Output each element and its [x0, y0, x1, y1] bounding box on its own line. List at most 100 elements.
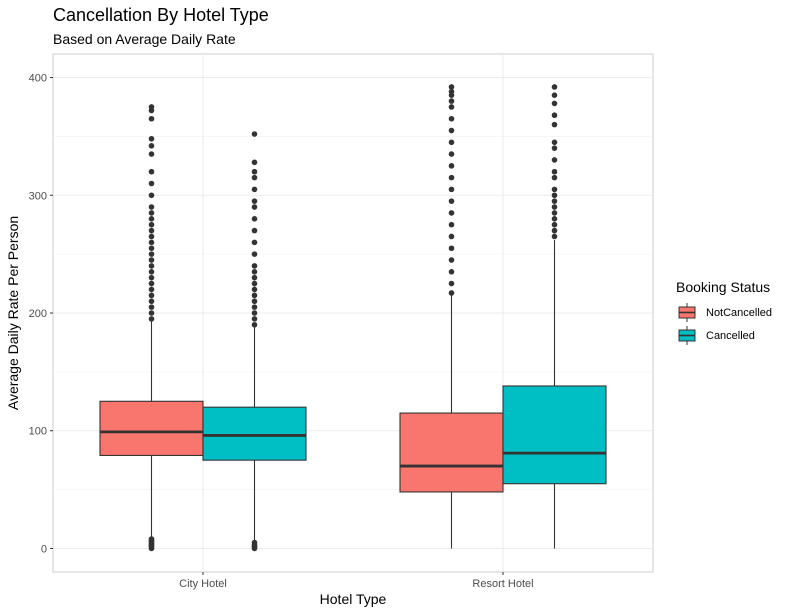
outlier-point [251, 268, 258, 275]
legend-key-Cancelled [678, 326, 696, 345]
outlier-point [551, 198, 558, 204]
outlier-point [148, 204, 155, 210]
outlier-point [551, 168, 558, 175]
outlier-point [251, 131, 258, 137]
outlier-point [251, 310, 258, 316]
outlier-point [148, 151, 155, 157]
outlier-point [551, 204, 558, 210]
outlier-point [448, 115, 455, 122]
outlier-point [251, 274, 258, 281]
outlier-point [448, 245, 455, 252]
outlier-point [448, 268, 455, 275]
outlier-point [148, 316, 155, 322]
outlier-point [251, 216, 258, 222]
legend-title: Booking Status [676, 279, 770, 295]
outlier-point [148, 263, 155, 269]
outlier-point [251, 251, 258, 257]
legend: Booking Status NotCancelled Cancelled [676, 279, 772, 345]
outlier-point [551, 92, 558, 99]
outlier-point [551, 186, 558, 193]
y-axis-title: Average Daily Rate Per Person [5, 216, 21, 410]
outlier-point [148, 245, 155, 252]
x-tick-label: Resort Hotel [472, 578, 533, 590]
outlier-point [448, 221, 455, 228]
outlier-point [251, 168, 258, 175]
outlier-point [551, 216, 558, 222]
outlier-point [251, 304, 258, 310]
outlier-point [148, 304, 155, 310]
outlier-point [448, 198, 455, 204]
outlier-point [551, 227, 558, 234]
legend-key-NotCancelled [678, 303, 696, 322]
y-tick-label: 100 [29, 426, 47, 438]
outlier-point [148, 143, 155, 149]
outlier-point [551, 84, 558, 90]
outlier-point [148, 210, 155, 216]
outlier-point [251, 321, 258, 328]
outlier-point [448, 290, 455, 296]
outlier-point [148, 192, 155, 199]
outlier-point [551, 192, 558, 199]
outlier-point [148, 115, 155, 122]
outlier-point [251, 286, 258, 293]
outlier-point [448, 257, 455, 263]
outlier-point [148, 221, 155, 228]
box-Cancelled-City-Hotel [202, 131, 307, 552]
outlier-point [251, 263, 258, 269]
y-axis: 0 100 200 300 400 [29, 73, 53, 555]
outlier-point [448, 151, 455, 157]
outlier-point [148, 104, 155, 110]
outlier-point [251, 204, 258, 210]
outlier-point [251, 159, 258, 166]
outlier-point [251, 280, 258, 287]
outlier-point [148, 257, 155, 263]
legend-label: NotCancelled [706, 307, 772, 319]
box-NotCancelled-City-Hotel [99, 104, 204, 552]
y-tick-label: 400 [29, 73, 47, 85]
outlier-point [551, 145, 558, 151]
box-Cancelled-Resort-Hotel [502, 84, 607, 549]
outlier-point [148, 239, 155, 246]
outlier-point [551, 157, 558, 163]
y-tick-label: 300 [29, 190, 47, 202]
outlier-point [251, 298, 258, 305]
outlier-point [148, 536, 155, 542]
outlier-point [148, 298, 155, 305]
box-iqr [399, 412, 504, 493]
outlier-point [448, 233, 455, 240]
outlier-point [148, 274, 155, 281]
outlier-point [148, 135, 155, 142]
outlier-point [148, 227, 155, 234]
outlier-point [551, 139, 558, 146]
box-iqr [99, 400, 204, 456]
x-axis: City Hotel Resort Hotel [179, 572, 534, 590]
outlier-point [148, 180, 155, 187]
outlier-point [251, 292, 258, 299]
outlier-point [148, 286, 155, 293]
outlier-point [251, 174, 258, 181]
outlier-point [148, 268, 155, 275]
outlier-point [251, 227, 258, 234]
outlier-point [148, 216, 155, 222]
outlier-point [448, 88, 455, 95]
outlier-point [148, 251, 155, 257]
x-tick-label: City Hotel [179, 578, 227, 590]
outlier-point [448, 139, 455, 146]
outlier-point [551, 121, 558, 128]
outlier-point [251, 198, 258, 204]
outlier-point [551, 210, 558, 216]
outlier-point [448, 174, 455, 181]
box-iqr [202, 406, 307, 461]
y-tick-label: 200 [29, 308, 47, 320]
outlier-point [551, 112, 558, 119]
outlier-point [448, 163, 455, 169]
chart-title: Cancellation By Hotel Type [53, 5, 269, 25]
outlier-point [551, 174, 558, 181]
outlier-point [448, 280, 455, 287]
outlier-point [448, 186, 455, 193]
box-iqr [502, 385, 607, 485]
outlier-point [148, 168, 155, 175]
x-axis-title: Hotel Type [320, 591, 387, 607]
outlier-point [251, 316, 258, 322]
